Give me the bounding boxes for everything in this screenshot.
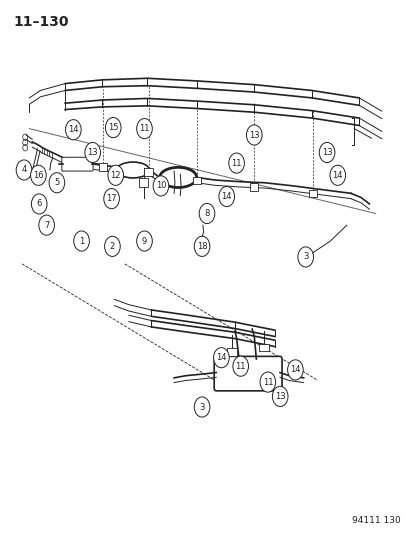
Text: 15: 15 xyxy=(108,123,118,132)
Text: 5: 5 xyxy=(54,178,59,187)
Circle shape xyxy=(74,231,89,251)
Circle shape xyxy=(297,247,313,267)
Text: 1: 1 xyxy=(79,237,84,246)
Bar xyxy=(139,179,148,187)
Text: 17: 17 xyxy=(106,194,116,203)
Circle shape xyxy=(104,236,120,256)
Circle shape xyxy=(218,187,234,207)
Circle shape xyxy=(105,117,121,138)
Text: 6: 6 xyxy=(36,199,42,208)
Circle shape xyxy=(104,189,119,209)
Circle shape xyxy=(272,386,287,407)
Circle shape xyxy=(194,236,209,256)
Ellipse shape xyxy=(116,162,149,178)
Text: 14: 14 xyxy=(221,192,231,201)
Text: 14: 14 xyxy=(290,366,300,374)
Circle shape xyxy=(49,173,64,193)
Text: 13: 13 xyxy=(274,392,285,401)
Text: 3: 3 xyxy=(199,402,204,411)
Circle shape xyxy=(246,125,261,145)
Text: 10: 10 xyxy=(155,181,166,190)
Text: 8: 8 xyxy=(204,209,209,218)
Text: 14: 14 xyxy=(216,353,226,362)
Bar xyxy=(308,190,316,197)
Circle shape xyxy=(16,160,32,180)
Bar xyxy=(144,168,152,176)
Text: 11: 11 xyxy=(231,159,241,167)
Text: 13: 13 xyxy=(321,148,332,157)
Text: 94111 130: 94111 130 xyxy=(351,516,399,525)
Circle shape xyxy=(153,176,169,196)
Bar xyxy=(192,177,200,184)
Circle shape xyxy=(194,397,209,417)
Text: 4: 4 xyxy=(21,166,26,174)
Circle shape xyxy=(108,165,123,185)
Circle shape xyxy=(213,348,229,368)
Circle shape xyxy=(85,142,100,163)
Circle shape xyxy=(228,153,244,173)
Text: 11–130: 11–130 xyxy=(14,14,69,29)
Circle shape xyxy=(329,165,345,185)
Ellipse shape xyxy=(159,167,196,188)
Circle shape xyxy=(259,372,275,392)
Text: 18: 18 xyxy=(196,242,207,251)
Text: 12: 12 xyxy=(110,171,121,180)
Circle shape xyxy=(233,356,248,376)
Circle shape xyxy=(287,360,302,380)
Circle shape xyxy=(136,231,152,251)
Text: 14: 14 xyxy=(68,125,78,134)
FancyBboxPatch shape xyxy=(214,357,281,391)
Text: 14: 14 xyxy=(332,171,342,180)
Text: 9: 9 xyxy=(142,237,147,246)
Circle shape xyxy=(136,118,152,139)
Bar xyxy=(99,163,107,171)
Text: 3: 3 xyxy=(302,253,308,262)
Bar xyxy=(249,183,258,191)
Text: 11: 11 xyxy=(235,362,245,370)
Circle shape xyxy=(31,165,46,185)
Text: 11: 11 xyxy=(139,124,150,133)
Circle shape xyxy=(39,215,54,235)
Text: 16: 16 xyxy=(33,171,44,180)
Circle shape xyxy=(65,119,81,140)
Text: 13: 13 xyxy=(248,131,259,140)
Circle shape xyxy=(318,142,334,163)
Text: 13: 13 xyxy=(87,148,98,157)
Text: 11: 11 xyxy=(262,377,273,386)
Circle shape xyxy=(199,204,214,223)
Bar xyxy=(258,344,268,351)
Text: 7: 7 xyxy=(44,221,49,230)
Text: 2: 2 xyxy=(109,242,115,251)
FancyBboxPatch shape xyxy=(62,157,93,171)
Bar xyxy=(226,348,236,356)
Circle shape xyxy=(31,194,47,214)
